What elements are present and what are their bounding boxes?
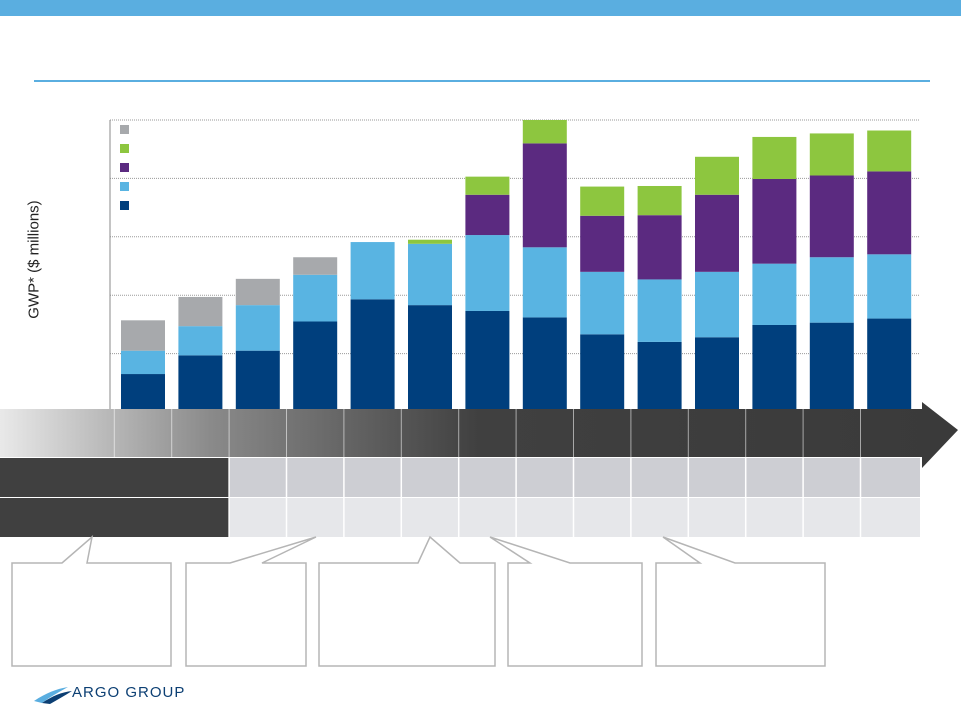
bar-segment-13-series-2 — [809, 257, 854, 323]
callout-1 — [11, 535, 172, 667]
bar-segment-7-series-1 — [465, 310, 510, 412]
bar-segment-3-series-1 — [235, 350, 280, 412]
bar-segment-14-series-4 — [867, 130, 912, 172]
timeline-arrow-band — [0, 402, 958, 468]
timeline-row-1-header — [0, 458, 229, 497]
argo-group-logo — [34, 687, 72, 704]
bar-segment-7-series-2 — [465, 235, 510, 311]
bar-segment-2-series-2 — [178, 326, 223, 356]
bar-segment-8-series-1 — [522, 317, 567, 412]
bar-segment-4-series-1 — [293, 321, 338, 412]
bar-segment-4-series-5 — [293, 257, 338, 275]
callout-5 — [655, 536, 826, 667]
bar-segment-14-series-1 — [867, 318, 912, 412]
bar-segment-9-series-2 — [580, 271, 625, 335]
bar-segment-1-series-2 — [121, 350, 165, 375]
bar-segment-10-series-2 — [637, 279, 682, 342]
logo-text: ARGO GROUP — [72, 684, 186, 701]
bar-segment-1-series-1 — [121, 374, 165, 412]
top-accent-bar — [0, 0, 961, 16]
bar-segment-10-series-1 — [637, 341, 682, 412]
legend-swatch-5 — [120, 201, 129, 210]
bar-segment-2-series-1 — [178, 355, 223, 412]
bar-segment-12-series-2 — [752, 263, 797, 325]
bar-segment-5-series-1 — [350, 299, 395, 412]
bar-segment-12-series-4 — [752, 136, 797, 179]
bar-segment-6-series-4 — [408, 239, 452, 244]
legend-swatch-1 — [120, 125, 129, 134]
bar-segment-11-series-1 — [695, 337, 739, 412]
bar-segment-12-series-1 — [752, 324, 797, 412]
bar-segment-8-series-2 — [522, 247, 567, 318]
bar-segment-7-series-3 — [465, 194, 510, 236]
bar-segment-13-series-3 — [809, 175, 854, 258]
bar-segment-7-series-4 — [465, 176, 510, 195]
bar-segment-13-series-1 — [809, 322, 854, 412]
callout-4 — [489, 536, 643, 667]
bar-segment-2-series-5 — [178, 296, 223, 327]
y-axis-label: GWP* ($ millions) — [25, 200, 43, 319]
bar-segment-8-series-4 — [522, 120, 567, 144]
bar-segment-1-series-5 — [121, 320, 165, 351]
callout-3 — [318, 535, 496, 667]
bar-segment-5-series-2 — [350, 242, 395, 300]
legend-swatch-2 — [120, 144, 129, 153]
legend-swatch-3 — [120, 163, 129, 172]
callout-2 — [185, 536, 317, 667]
bar-segment-10-series-3 — [637, 215, 682, 280]
timeline-arrow — [0, 402, 958, 537]
timeline-row-2-header — [0, 498, 229, 537]
bar-segment-11-series-4 — [695, 156, 739, 195]
timeline-row-1-cells — [229, 458, 920, 497]
legend-swatch-4 — [120, 182, 129, 191]
bar-segment-4-series-2 — [293, 274, 338, 322]
bar-segment-11-series-2 — [695, 271, 739, 338]
bar-segment-6-series-1 — [408, 305, 452, 412]
bar-segment-14-series-3 — [867, 171, 912, 255]
bar-segment-8-series-3 — [522, 143, 567, 248]
bar-segment-10-series-4 — [637, 185, 682, 216]
bar-segment-13-series-4 — [809, 133, 854, 176]
title-divider — [34, 80, 930, 82]
bar-segment-12-series-3 — [752, 178, 797, 264]
bar-segment-9-series-4 — [580, 186, 625, 216]
bar-segment-3-series-5 — [235, 278, 280, 306]
bar-segment-9-series-1 — [580, 334, 625, 412]
bar-segment-3-series-2 — [235, 305, 280, 351]
callout-boxes — [11, 535, 826, 667]
bar-segment-14-series-2 — [867, 254, 912, 319]
bar-segment-9-series-3 — [580, 215, 625, 272]
bar-segment-11-series-3 — [695, 194, 739, 272]
bar-segment-6-series-2 — [408, 243, 452, 306]
